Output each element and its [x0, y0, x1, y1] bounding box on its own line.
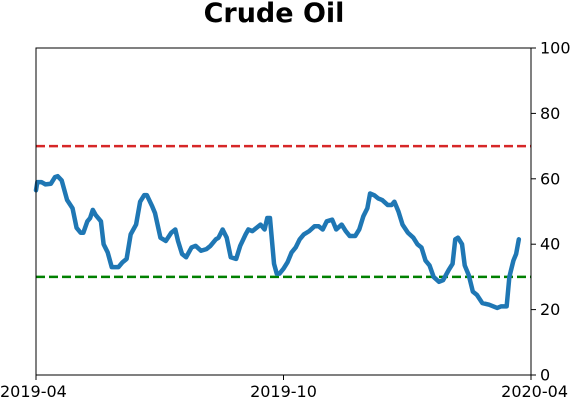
series-line-0 [33, 173, 522, 311]
plot-area: 0 20 40 60 80 100 2019-04 2019-10 2020-04 [0, 39, 571, 402]
y-tick-label: 0 [540, 366, 550, 385]
x-tick-label: 2019-10 [250, 382, 317, 401]
y-tick-label: 20 [540, 300, 560, 319]
y-tick-label: 60 [540, 169, 560, 188]
plot-frame [35, 47, 532, 376]
x-tick-label: 2020-04 [501, 382, 568, 401]
y-tick-label: 80 [540, 104, 560, 123]
y-tick-label: 100 [540, 39, 571, 58]
x-tick-label: 2019-04 [0, 382, 67, 401]
chart-title: Crude Oil [204, 0, 345, 29]
y-tick-label: 40 [540, 235, 560, 254]
